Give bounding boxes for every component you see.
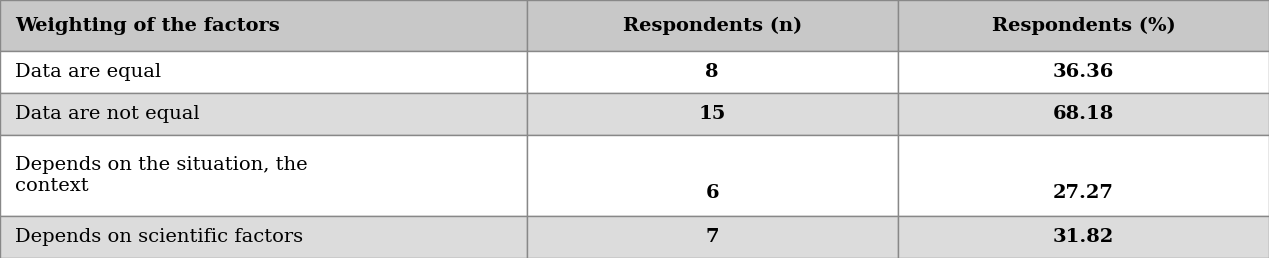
Bar <box>527 0 898 51</box>
Text: 31.82: 31.82 <box>1053 228 1114 246</box>
Text: 15: 15 <box>698 105 726 123</box>
Text: Respondents (%): Respondents (%) <box>991 17 1175 35</box>
Bar <box>898 51 1269 93</box>
Text: Data are equal: Data are equal <box>15 63 161 81</box>
Text: Depends on scientific factors: Depends on scientific factors <box>15 228 303 246</box>
Text: Weighting of the factors: Weighting of the factors <box>15 17 280 35</box>
Bar <box>0 0 527 51</box>
Bar <box>527 135 898 216</box>
Text: 36.36: 36.36 <box>1053 63 1114 81</box>
Text: 27.27: 27.27 <box>1053 184 1114 203</box>
Text: 7: 7 <box>706 228 720 246</box>
Bar <box>898 0 1269 51</box>
Text: 8: 8 <box>706 63 720 81</box>
Bar <box>0 216 527 258</box>
Bar <box>898 216 1269 258</box>
Text: Depends on the situation, the
context: Depends on the situation, the context <box>15 156 308 195</box>
Bar <box>527 216 898 258</box>
Bar <box>527 51 898 93</box>
Bar <box>0 135 527 216</box>
Bar <box>0 93 527 135</box>
Text: 68.18: 68.18 <box>1053 105 1114 123</box>
Text: Respondents (n): Respondents (n) <box>623 17 802 35</box>
Text: 6: 6 <box>706 184 720 203</box>
Text: Data are not equal: Data are not equal <box>15 105 199 123</box>
Bar <box>527 93 898 135</box>
Bar <box>898 93 1269 135</box>
Bar <box>898 135 1269 216</box>
Bar <box>0 51 527 93</box>
